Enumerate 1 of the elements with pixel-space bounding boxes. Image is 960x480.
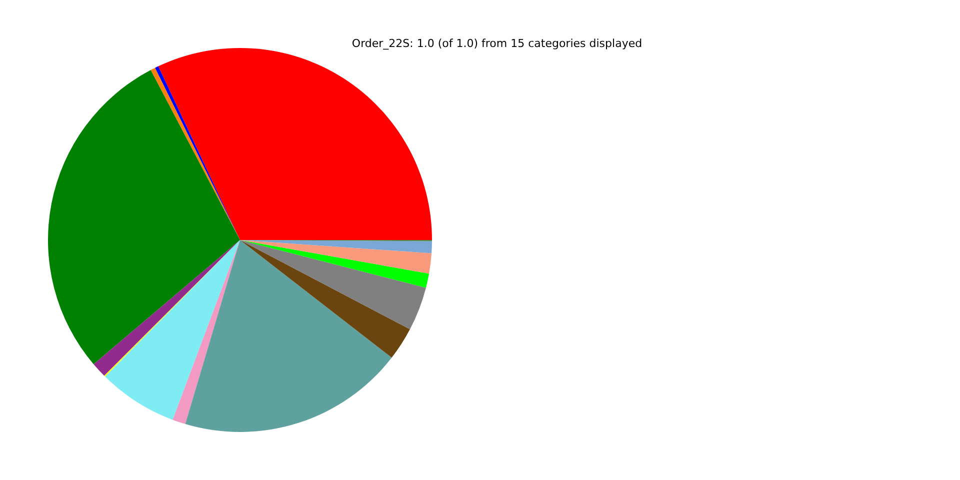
text: Order_22S: 1.0 (of 1.0) from 15 categories displayed	[352, 37, 642, 50]
